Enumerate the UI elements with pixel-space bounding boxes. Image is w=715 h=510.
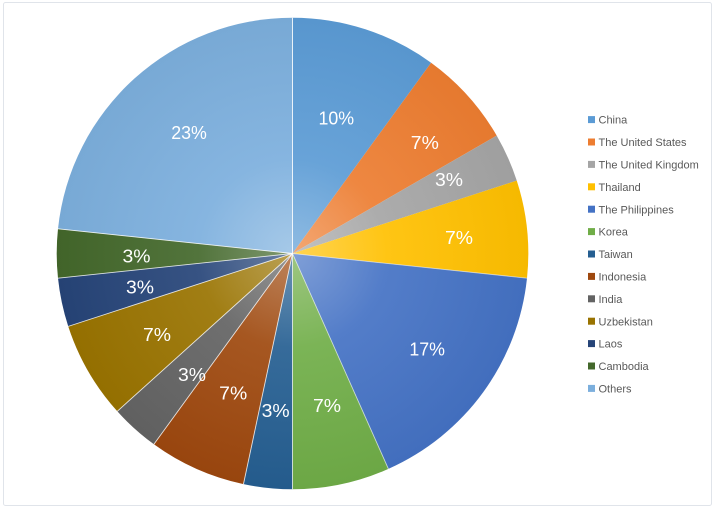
svg-text:3%: 3%: [178, 365, 206, 385]
svg-text:7%: 7%: [445, 228, 473, 248]
svg-text:Uzbekistan: Uzbekistan: [599, 316, 653, 328]
svg-text:Others: Others: [599, 384, 633, 396]
svg-text:The United States: The United States: [599, 137, 688, 149]
svg-text:Laos: Laos: [599, 339, 623, 351]
svg-text:3%: 3%: [123, 247, 151, 267]
svg-text:3%: 3%: [126, 277, 154, 297]
svg-text:10%: 10%: [319, 109, 355, 129]
svg-text:Taiwan: Taiwan: [599, 249, 633, 261]
svg-text:7%: 7%: [143, 325, 171, 345]
svg-text:3%: 3%: [435, 170, 463, 190]
svg-text:7%: 7%: [313, 396, 341, 416]
svg-text:Indonesia: Indonesia: [599, 272, 648, 284]
svg-text:The Philippines: The Philippines: [599, 204, 675, 216]
svg-text:17%: 17%: [409, 339, 445, 359]
svg-text:Korea: Korea: [599, 227, 629, 239]
svg-text:7%: 7%: [219, 384, 247, 404]
svg-text:India: India: [599, 294, 624, 306]
svg-text:China: China: [599, 115, 629, 127]
svg-text:Thailand: Thailand: [599, 182, 641, 194]
svg-text:23%: 23%: [171, 123, 207, 143]
svg-text:The United Kingdom: The United Kingdom: [599, 160, 699, 172]
svg-text:3%: 3%: [262, 401, 290, 421]
svg-text:Cambodia: Cambodia: [599, 361, 650, 373]
svg-text:7%: 7%: [411, 133, 439, 153]
